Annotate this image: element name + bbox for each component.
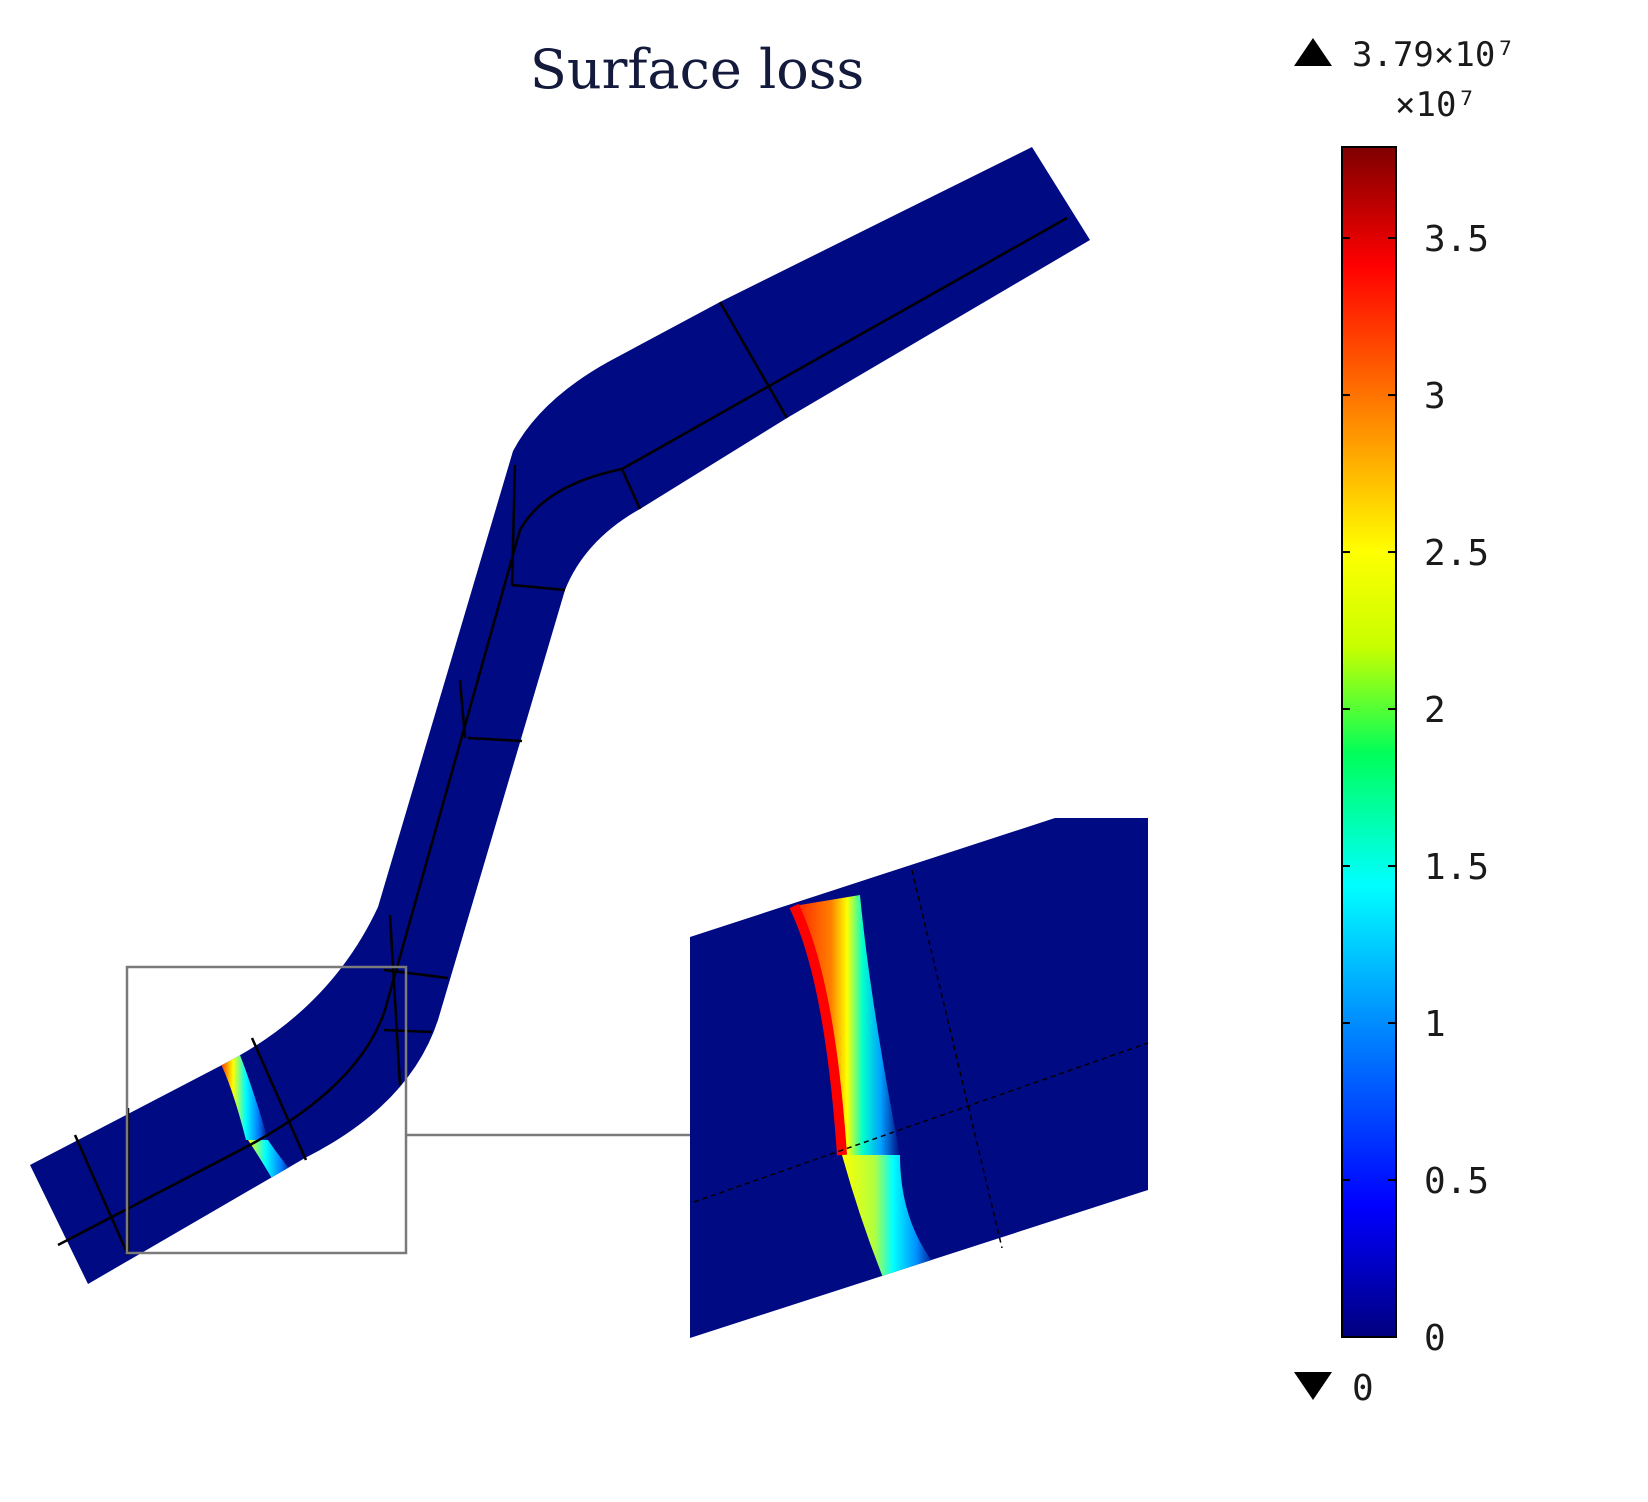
zoom-mesh-lines: [693, 869, 1149, 1249]
colorbar-gradient: [1341, 146, 1397, 1338]
colorbar-max-label: 3.79×10⁷: [1352, 35, 1516, 75]
colorbar-min-label: 0: [1352, 1368, 1374, 1409]
zoom-region-box: [125, 965, 408, 1255]
colorbar-tick-label: 0.5: [1424, 1161, 1489, 1202]
colorbar-tick-label: 3: [1424, 376, 1446, 417]
colorbar-tick-label: 1.5: [1424, 847, 1489, 888]
max-triangle-icon: [1294, 38, 1332, 66]
colorbar-tick-label: 3.5: [1424, 219, 1489, 260]
zoom-hot-band-lower: [842, 1155, 935, 1280]
figure-title: Surface loss: [530, 38, 864, 101]
min-triangle-icon: [1294, 1372, 1332, 1400]
colorbar-tick-label: 2: [1424, 690, 1446, 731]
main-geometry-body: [30, 147, 1090, 1284]
zoom-callout: [125, 965, 690, 1255]
zoom-hot-band-upper: [794, 895, 900, 1155]
zoom-inset: [690, 818, 1149, 1338]
colorbar-ticks: 3.5 3 2.5 2 1.5 1 0.5 0: [1342, 219, 1489, 1359]
colorbar-exponent-label: ×10⁷: [1395, 85, 1477, 125]
colorbar-tick-label: 2.5: [1424, 533, 1489, 574]
colorbar-tick-label: 0: [1424, 1318, 1446, 1359]
zoom-inset-body: [690, 818, 1148, 1338]
colorbar: 3.79×10⁷ ×10⁷ 0 3.5 3 2.5 2 1.5 1 0.5 0: [1294, 35, 1516, 1409]
main-hot-band: [218, 1050, 292, 1182]
colorbar-tick-label: 1: [1424, 1004, 1446, 1045]
